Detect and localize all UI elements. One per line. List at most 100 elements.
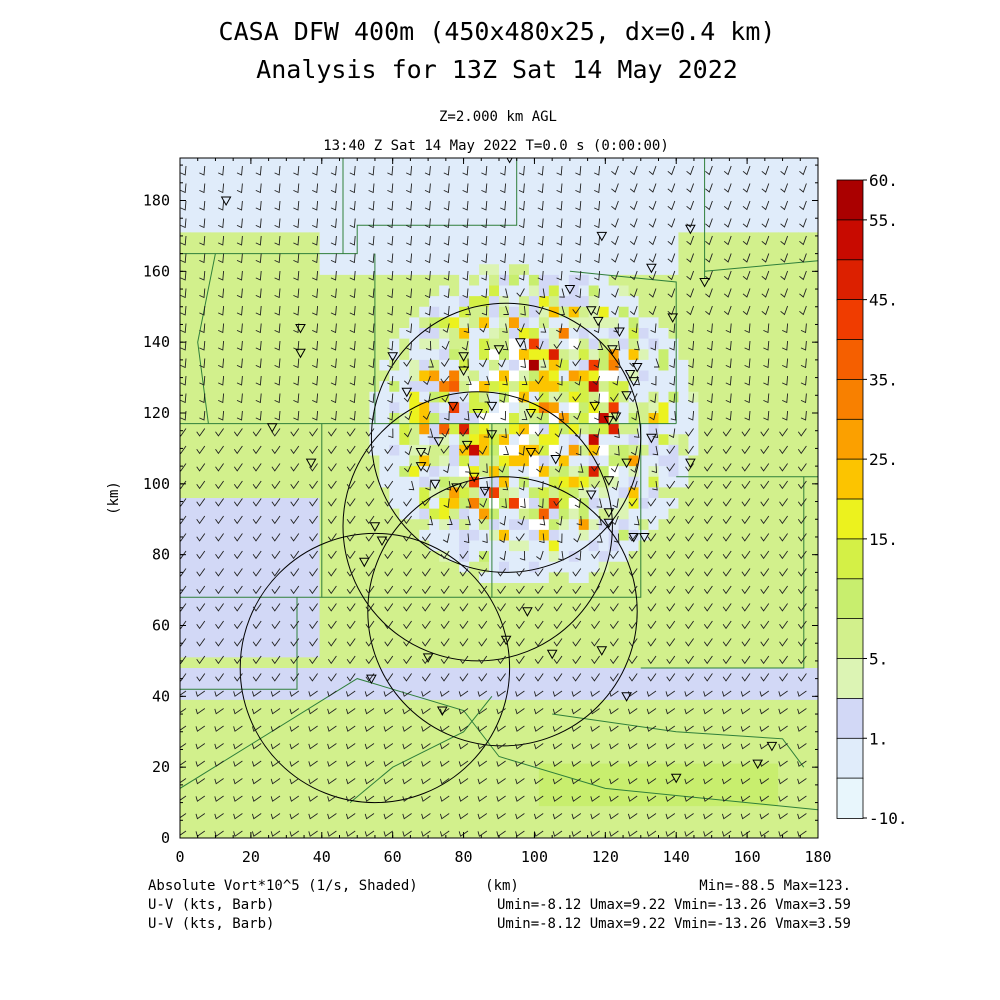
- field-cell: [189, 742, 201, 754]
- field-cell: [778, 636, 789, 648]
- field-cell: [269, 466, 281, 478]
- field-cell: [259, 200, 271, 212]
- field-cell: [638, 338, 650, 350]
- field-cell: [469, 338, 480, 350]
- wind-barb: [782, 358, 789, 369]
- field-cell: [359, 572, 371, 584]
- field-cell: [748, 466, 759, 478]
- field-cell: [189, 561, 201, 573]
- field-cell: [359, 466, 371, 478]
- field-cell: [558, 806, 570, 818]
- field-cell: [678, 784, 690, 797]
- field-cell: [189, 381, 201, 393]
- field-cell: [628, 423, 640, 435]
- wind-barb: [346, 498, 356, 507]
- field-cell: [748, 604, 759, 616]
- wind-barb: [327, 603, 337, 612]
- field-cell: [708, 264, 719, 276]
- wind-barb: [615, 358, 621, 368]
- field-cell: [369, 710, 380, 722]
- field-cell: [608, 593, 620, 605]
- field-cell: [768, 200, 779, 212]
- field-cell: [499, 795, 510, 807]
- field-cell: [469, 731, 480, 743]
- field-cell: [578, 466, 590, 478]
- wind-barb: [271, 498, 281, 507]
- field-cell: [269, 253, 281, 265]
- field-cell: [728, 614, 739, 627]
- wind-barb: [574, 375, 582, 386]
- field-cell: [269, 668, 281, 680]
- field-cell: [618, 413, 630, 425]
- field-cell: [229, 625, 241, 637]
- field-cell: [299, 274, 311, 287]
- field-cell: [249, 646, 261, 658]
- field-cell: [588, 806, 600, 818]
- wind-barb: [537, 218, 544, 229]
- field-cell: [578, 636, 590, 648]
- field-cell: [658, 434, 670, 446]
- wind-barb: [368, 288, 375, 299]
- field-cell: [299, 211, 311, 223]
- wind-barb: [500, 200, 507, 211]
- field-cell: [558, 370, 570, 382]
- field-cell: [209, 784, 221, 797]
- field-cell: [199, 774, 211, 786]
- title-line-1: CASA DFW 400m (450x480x25, dx=0.4 km): [219, 17, 776, 46]
- wind-barb: [403, 375, 413, 385]
- wind-barb: [199, 410, 206, 421]
- field-cell: [449, 476, 460, 488]
- field-cell: [259, 285, 271, 297]
- field-cell: [738, 179, 749, 191]
- field-cell: [708, 232, 719, 244]
- field-cell: [688, 306, 699, 318]
- wind-barb: [180, 165, 187, 176]
- field-cell: [668, 583, 680, 595]
- field-cell: [568, 678, 580, 690]
- field-cell: [738, 296, 749, 308]
- field-cell: [309, 179, 321, 191]
- field-cell: [209, 317, 221, 329]
- field-cell: [768, 211, 779, 223]
- wind-barb: [422, 410, 431, 420]
- wind-barb: [760, 498, 770, 507]
- field-cell: [489, 614, 500, 627]
- field-cell: [788, 806, 799, 818]
- field-cell: [758, 572, 769, 584]
- field-cell: [568, 827, 580, 838]
- wind-barb: [349, 323, 356, 334]
- field-cell: [239, 721, 251, 733]
- wind-barb: [652, 480, 658, 491]
- field-cell: [299, 742, 311, 754]
- field-cell: [588, 731, 600, 743]
- field-cell: [449, 434, 460, 446]
- field-cell: [329, 784, 341, 797]
- field-cell: [259, 370, 271, 382]
- wind-barb: [572, 393, 582, 402]
- wind-barb: [349, 165, 356, 176]
- wind-barb: [666, 445, 676, 455]
- field-cell: [489, 253, 500, 265]
- field-cell: [269, 455, 281, 467]
- field-cell: [489, 540, 500, 552]
- field-cell: [259, 455, 271, 467]
- field-cell: [638, 795, 650, 807]
- wind-barb: [761, 218, 770, 228]
- field-cell: [558, 827, 570, 838]
- field-cell: [199, 593, 211, 605]
- field-cell: [508, 753, 520, 765]
- field-cell: [249, 264, 261, 276]
- field-cell: [199, 264, 211, 276]
- field-cell: [788, 519, 799, 531]
- wind-barb: [255, 410, 262, 421]
- field-cell: [499, 689, 510, 701]
- field-cell: [219, 646, 231, 658]
- field-cell: [219, 614, 231, 627]
- field-cell: [648, 444, 660, 457]
- field-cell: [698, 498, 709, 510]
- field-cell: [279, 391, 291, 403]
- wind-barb: [236, 253, 243, 264]
- field-cell: [239, 253, 251, 265]
- field-cell: [808, 731, 818, 743]
- wind-barb: [309, 585, 318, 595]
